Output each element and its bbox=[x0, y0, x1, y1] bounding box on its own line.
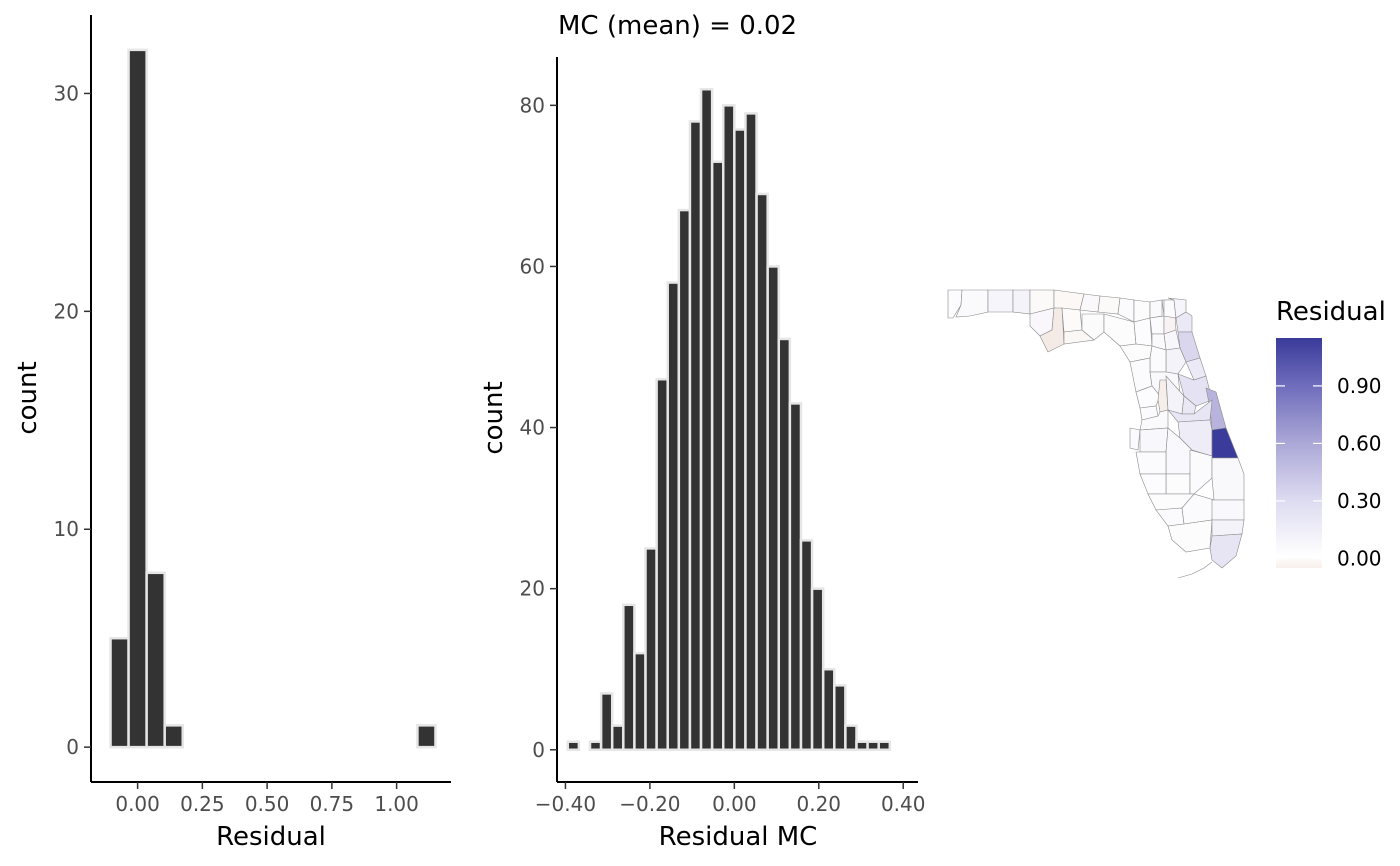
residual-mc-y-axis-title: count bbox=[479, 381, 509, 454]
residual-mc-bar bbox=[821, 667, 836, 752]
legend-ticks: 0.00 0.30 0.60 0.90 bbox=[1276, 374, 1382, 570]
county-walton bbox=[1012, 289, 1031, 315]
residual-mc-plot-title: MC (mean) = 0.02 bbox=[558, 11, 797, 41]
residual-x-tick-label: 1.00 bbox=[374, 792, 419, 816]
county-palm-beach bbox=[1211, 499, 1245, 521]
residual-mc-bar bbox=[844, 724, 858, 752]
county-jackson bbox=[1053, 289, 1085, 311]
residual-mc-x-tick-label: 0.00 bbox=[712, 792, 757, 816]
residual-mc-bar bbox=[722, 104, 736, 752]
county-martin-okeechobee bbox=[1211, 457, 1245, 501]
county-hillsborough bbox=[1139, 427, 1169, 453]
county-okaloosa bbox=[987, 289, 1014, 313]
residual-mc-bar bbox=[655, 377, 669, 752]
residual-bar bbox=[145, 571, 166, 749]
residual-mc-bar bbox=[788, 402, 803, 752]
residual-mc-bar bbox=[777, 337, 792, 752]
residual-histogram-bars bbox=[109, 48, 437, 749]
residual-mc-histogram-bars bbox=[566, 87, 892, 752]
county-highlands bbox=[1189, 449, 1213, 495]
county-alachua bbox=[1149, 345, 1167, 373]
residual-bar bbox=[416, 724, 437, 749]
residual-bar bbox=[127, 48, 148, 749]
residual-bar bbox=[109, 636, 130, 749]
residual-mc-y-tick-label: 0 bbox=[532, 738, 545, 762]
residual-mc-bar bbox=[866, 740, 880, 752]
legend-tick-label: 0.60 bbox=[1337, 431, 1382, 455]
residual-mc-bar bbox=[633, 651, 647, 752]
residual-mc-histogram-panel: MC (mean) = 0.02 −0.40 −0.20 0.00 0.20 0.40 0… bbox=[479, 11, 925, 852]
residual-mc-bar bbox=[855, 740, 869, 752]
florida-residual-map-panel: Residual 0.00 0.30 0.60 0.90 bbox=[947, 289, 1386, 579]
residual-mc-x-axis-title: Residual MC bbox=[659, 822, 818, 852]
county-liberty bbox=[1061, 307, 1083, 333]
county-lee bbox=[1155, 507, 1185, 527]
residual-mc-y-tick-label: 20 bbox=[520, 577, 545, 601]
residual-mc-histogram-axes: −0.40 −0.20 0.00 0.20 0.40 0 20 40 60 80 bbox=[520, 93, 926, 816]
residual-mc-bar bbox=[744, 112, 758, 752]
county-manatee bbox=[1135, 451, 1167, 475]
residual-mc-bar bbox=[733, 128, 747, 752]
residual-mc-bar bbox=[877, 740, 892, 752]
county-wakulla bbox=[1081, 313, 1105, 341]
legend-tick-label: 0.90 bbox=[1337, 374, 1382, 398]
legend-title: Residual bbox=[1276, 297, 1386, 327]
residual-mc-bar bbox=[644, 547, 658, 752]
county-leon bbox=[1097, 295, 1121, 315]
florida-county-map bbox=[947, 289, 1245, 579]
residual-x-tick-label: 0.25 bbox=[180, 792, 225, 816]
county-duval bbox=[1175, 311, 1193, 333]
county-hamilton bbox=[1149, 299, 1163, 319]
county-hardee bbox=[1165, 473, 1191, 495]
residual-mc-y-tick-label: 60 bbox=[520, 254, 545, 278]
county-indian-river-st-lucie bbox=[1211, 427, 1239, 459]
residual-x-tick-label: 0.75 bbox=[310, 792, 355, 816]
residual-mc-y-tick-label: 80 bbox=[520, 93, 545, 117]
county-suwannee bbox=[1149, 315, 1165, 335]
residual-mc-bar bbox=[610, 724, 625, 752]
residual-mc-x-tick-label: −0.40 bbox=[535, 792, 596, 816]
residual-mc-x-tick-label: 0.20 bbox=[797, 792, 842, 816]
residual-mc-bar bbox=[666, 281, 681, 752]
county-clay bbox=[1163, 329, 1181, 351]
residual-x-axis-title: Residual bbox=[216, 822, 326, 852]
residual-mc-bar bbox=[688, 120, 703, 752]
residual-y-tick-label: 30 bbox=[54, 81, 79, 105]
county-broward bbox=[1211, 519, 1245, 537]
residual-mc-bar bbox=[588, 740, 603, 752]
residual-histogram-axes: 0.00 0.25 0.50 0.75 1.00 0 10 20 30 bbox=[54, 81, 419, 816]
residual-y-axis-title: count bbox=[13, 361, 43, 434]
legend-tick-label: 0.00 bbox=[1337, 546, 1382, 570]
residual-y-tick-label: 20 bbox=[54, 299, 79, 323]
residual-mc-x-tick-label: −0.20 bbox=[619, 792, 680, 816]
residual-mc-y-tick-label: 40 bbox=[520, 416, 545, 440]
residual-colorbar bbox=[1276, 338, 1322, 568]
residual-bar bbox=[163, 724, 184, 749]
residual-x-tick-label: 0.50 bbox=[245, 792, 290, 816]
residual-mc-bar bbox=[799, 539, 814, 752]
county-miami-dade bbox=[1209, 533, 1243, 569]
residual-histogram-panel: 0.00 0.25 0.50 0.75 1.00 0 10 20 30 Residual cou… bbox=[13, 15, 451, 852]
residual-x-tick-label: 0.00 bbox=[115, 792, 160, 816]
legend-tick-label: 0.30 bbox=[1337, 489, 1382, 513]
residual-mc-bar bbox=[599, 692, 614, 752]
residual-mc-bar bbox=[766, 265, 781, 752]
residual-y-tick-label: 10 bbox=[54, 517, 79, 541]
residual-mc-bar bbox=[810, 587, 825, 752]
county-sarasota bbox=[1139, 473, 1167, 495]
residual-mc-bar bbox=[755, 192, 769, 752]
county-monroe-keys bbox=[1177, 561, 1213, 579]
county-lafayette bbox=[1133, 317, 1153, 347]
residual-mc-x-tick-label: 0.40 bbox=[881, 792, 926, 816]
county-levy bbox=[1129, 357, 1153, 393]
residual-mc-bar bbox=[566, 740, 581, 752]
residual-y-tick-label: 0 bbox=[66, 735, 79, 759]
residual-mc-bar bbox=[677, 208, 692, 752]
residual-mc-bar bbox=[699, 87, 714, 752]
residual-mc-bar bbox=[833, 684, 847, 752]
residual-mc-bar bbox=[710, 160, 725, 752]
county-pinellas bbox=[1129, 427, 1141, 451]
residual-mc-bar bbox=[622, 603, 636, 752]
